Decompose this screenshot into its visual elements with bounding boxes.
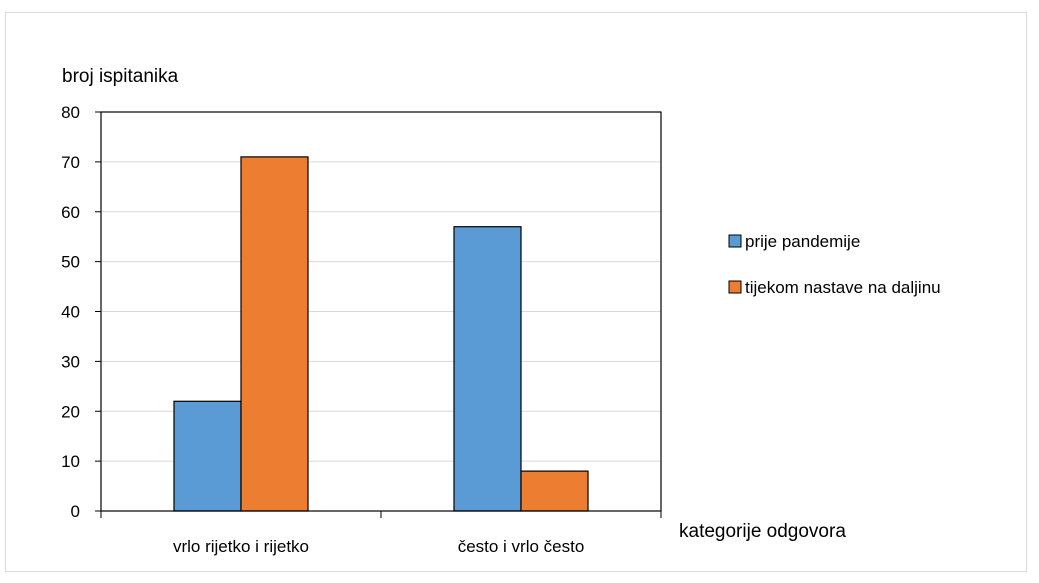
legend-label: prije pandemije (745, 232, 860, 251)
bar-prije-pandemije-1 (453, 226, 522, 512)
x-axis-title: kategorije odgovora (679, 521, 846, 542)
y-tick-label: 30 (61, 352, 80, 371)
y-axis-title: broj ispitanika (62, 66, 179, 87)
y-tick-labels: 0 10 20 30 40 50 60 70 80 (61, 103, 80, 521)
axes (95, 111, 662, 518)
y-tick-label: 60 (61, 203, 80, 222)
y-tick-label: 0 (71, 502, 80, 521)
bar-tijekom-nastave-1 (520, 470, 589, 512)
y-tick-label: 70 (61, 153, 80, 172)
y-tick-label: 20 (61, 402, 80, 421)
bars (173, 156, 589, 512)
bar-prije-pandemije-0 (173, 400, 242, 512)
legend: prije pandemije tijekom nastave na daljin… (728, 232, 941, 297)
y-tick-label: 10 (61, 452, 80, 471)
bar-tijekom-nastave-0 (240, 156, 309, 512)
legend-swatch (728, 234, 742, 248)
x-tick-label: često i vrlo često (458, 537, 585, 556)
x-tick-label: vrlo rijetko i rijetko (173, 537, 309, 556)
legend-label: tijekom nastave na daljinu (745, 278, 941, 297)
x-tick-labels: vrlo rijetko i rijetko često i vrlo često (173, 537, 584, 556)
y-tick-label: 50 (61, 253, 80, 272)
y-tick-label: 80 (61, 103, 80, 122)
y-tick-label: 40 (61, 303, 80, 322)
legend-swatch (728, 280, 742, 294)
